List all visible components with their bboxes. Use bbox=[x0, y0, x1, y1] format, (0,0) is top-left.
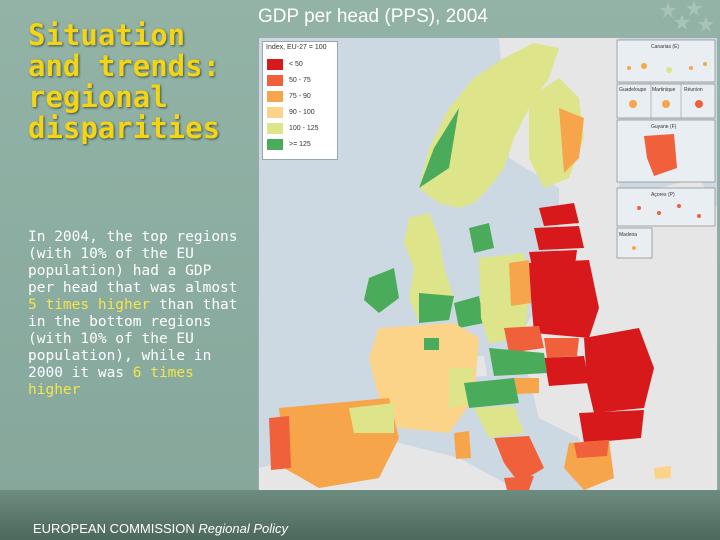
region-czechia bbox=[504, 326, 544, 353]
region-slovakia bbox=[544, 338, 579, 358]
inset-label: Guadeloupe bbox=[619, 87, 646, 93]
region-italy-south bbox=[494, 436, 544, 483]
region-scandinavia bbox=[419, 43, 559, 208]
region-slovenia bbox=[514, 378, 539, 394]
inset-label: Madeira bbox=[619, 232, 637, 238]
footer-text: EUROPEAN COMMISSION Regional Policy bbox=[33, 521, 288, 536]
region-cyprus bbox=[654, 466, 671, 479]
region-romania bbox=[584, 328, 654, 413]
region-bulgaria bbox=[579, 410, 644, 443]
legend-heading: Index, EU-27 = 100 bbox=[266, 44, 327, 51]
region-greece-north bbox=[574, 440, 609, 458]
legend-label: < 50 bbox=[289, 61, 303, 68]
region-italy-centre bbox=[474, 406, 524, 438]
region-benelux bbox=[454, 296, 484, 328]
region-poland bbox=[529, 260, 599, 338]
legend-label: >= 125 bbox=[289, 141, 311, 148]
region-italy-north bbox=[464, 378, 519, 408]
legend-row: < 50 bbox=[267, 58, 303, 71]
footer-sub: Regional Policy bbox=[198, 521, 289, 536]
inset-label: Açores (P) bbox=[651, 192, 675, 198]
region-spain-northeast bbox=[349, 403, 394, 433]
region-hungary bbox=[544, 356, 589, 386]
legend-swatch bbox=[267, 75, 283, 86]
inset-label: Réunion bbox=[684, 87, 703, 93]
legend-swatch bbox=[267, 107, 283, 118]
map-title: GDP per head (PPS), 2004 bbox=[258, 6, 488, 27]
footer-bar bbox=[0, 490, 720, 540]
legend-row: 50 - 75 bbox=[267, 74, 311, 87]
body-text-part: In 2004, the top regions (with 10% of th… bbox=[28, 229, 238, 296]
inset-label: Guyane (F) bbox=[651, 124, 677, 130]
region-estonia bbox=[539, 203, 579, 226]
footer-main: EUROPEAN COMMISSION bbox=[33, 521, 195, 536]
inset-label: Canarias (E) bbox=[651, 44, 679, 50]
region-austria bbox=[489, 348, 547, 376]
slide-title-line: disparities bbox=[28, 111, 221, 145]
region-norway-rich bbox=[419, 108, 459, 188]
slide-body-text: In 2004, the top regions (with 10% of th… bbox=[28, 229, 243, 399]
legend-swatch bbox=[267, 139, 283, 150]
region-portugal bbox=[269, 416, 291, 470]
legend-row: 75 - 90 bbox=[267, 90, 311, 103]
slide-title-line: regional bbox=[28, 80, 168, 114]
legend-label: 50 - 75 bbox=[289, 77, 311, 84]
legend-swatch bbox=[267, 123, 283, 134]
region-ile-de-france bbox=[424, 338, 439, 350]
region-sardinia bbox=[454, 431, 471, 459]
region-uk-south bbox=[419, 293, 454, 323]
legend-row: 90 - 100 bbox=[267, 106, 315, 119]
body-highlight: 6 times higher bbox=[28, 365, 194, 398]
legend-label: 100 - 125 bbox=[289, 125, 319, 132]
legend-label: 75 - 90 bbox=[289, 93, 311, 100]
region-sicily bbox=[504, 476, 534, 490]
eu-stars-decoration bbox=[660, 0, 714, 32]
body-highlight: 5 times higher bbox=[28, 297, 151, 313]
region-germany-east bbox=[509, 260, 531, 306]
legend-label: 90 - 100 bbox=[289, 109, 315, 116]
legend-row: >= 125 bbox=[267, 138, 311, 151]
inset-panels: Canarias (E) Guadeloupe Martinique Réuni… bbox=[616, 39, 716, 259]
map-graphic: Canarias (E) Guadeloupe Martinique Réuni… bbox=[259, 38, 717, 491]
gdp-map: Canarias (E) Guadeloupe Martinique Réuni… bbox=[258, 37, 718, 492]
slide-title-line: Situation bbox=[28, 18, 186, 52]
legend-row: 100 - 125 bbox=[267, 122, 319, 135]
slide-title: Situation and trends: regional dispariti… bbox=[28, 20, 248, 144]
region-latvia bbox=[534, 226, 584, 250]
inset-label: Martinique bbox=[652, 87, 676, 93]
legend-swatch bbox=[267, 91, 283, 102]
legend-swatch bbox=[267, 59, 283, 70]
slide-title-line: and trends: bbox=[28, 49, 221, 83]
body-text-part: than that in the bottom regions (with 10… bbox=[28, 297, 238, 381]
region-finland-east bbox=[559, 108, 584, 173]
region-denmark bbox=[469, 223, 494, 253]
region-ireland bbox=[364, 268, 399, 313]
map-legend: Index, EU-27 = 100 < 50 50 - 75 75 - 90 90 … bbox=[262, 41, 338, 160]
